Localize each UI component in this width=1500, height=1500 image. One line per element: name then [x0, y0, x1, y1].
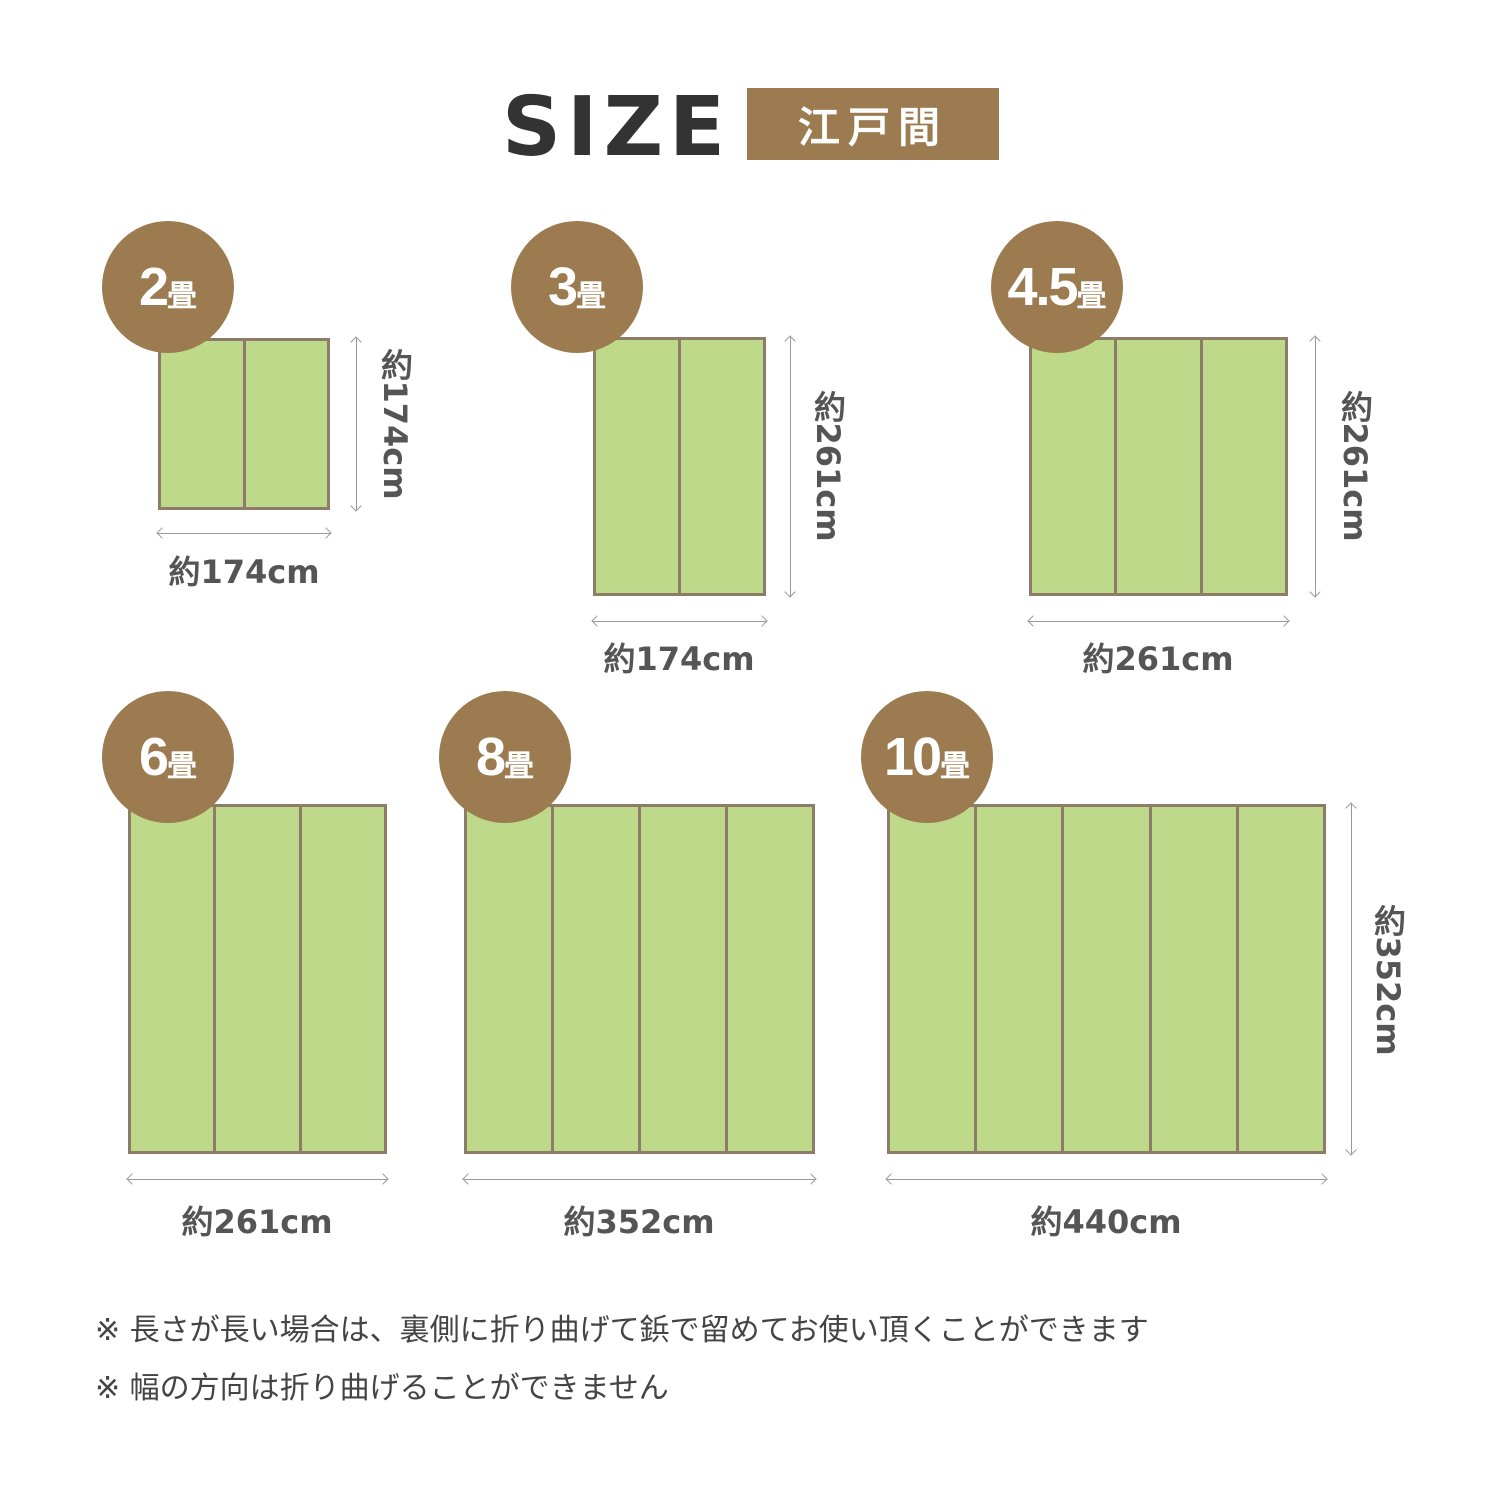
size-number: 6 — [138, 727, 169, 787]
tatami-mat — [593, 337, 766, 596]
tatami-panel — [728, 807, 812, 1151]
height-label: 約174cm — [376, 348, 414, 500]
tatami-panel — [161, 341, 246, 507]
tatami-panel — [641, 807, 728, 1151]
tatami-panel — [1152, 807, 1239, 1151]
width-label: 約174cm — [168, 553, 320, 591]
tatami-mat — [887, 804, 1326, 1154]
width-label: 約261cm — [1082, 640, 1234, 678]
size-badge: 4.5 畳 — [991, 221, 1123, 353]
size-unit: 畳 — [940, 749, 971, 784]
height-label: 約261cm — [1336, 390, 1374, 542]
height-label: 約352cm — [1369, 904, 1407, 1056]
size-number: 8 — [475, 727, 506, 787]
size-number: 4.5 — [1007, 257, 1078, 317]
tatami-panel — [1239, 807, 1323, 1151]
size-title: SIZE — [502, 80, 732, 175]
size-badge: 10 畳 — [861, 691, 993, 823]
width-arrow — [128, 1179, 387, 1180]
note-1: ※ 長さが長い場合は、裏側に折り曲げて鋲で留めてお使い頂くことができます — [95, 1313, 1149, 1348]
size-number: 2 — [138, 257, 169, 317]
width-arrow — [593, 621, 766, 622]
edoma-badge: 江戸間 — [747, 88, 999, 160]
width-arrow — [464, 1179, 815, 1180]
width-arrow — [887, 1179, 1326, 1180]
tatami-panel — [681, 340, 763, 593]
tatami-mat — [1029, 337, 1288, 596]
width-label: 約440cm — [1030, 1203, 1182, 1241]
width-label: 約174cm — [603, 640, 755, 678]
width-label: 約352cm — [563, 1203, 715, 1241]
tatami-mat — [158, 338, 330, 510]
width-label: 約261cm — [181, 1203, 333, 1241]
height-arrow — [790, 337, 791, 596]
size-number: 3 — [547, 257, 578, 317]
tatami-mat — [464, 804, 815, 1154]
tatami-mat — [128, 804, 387, 1154]
height-arrow — [1351, 804, 1352, 1154]
tatami-panel — [890, 807, 978, 1151]
size-unit: 畳 — [167, 749, 198, 784]
tatami-panel — [302, 807, 384, 1151]
tatami-panel — [977, 807, 1065, 1151]
tatami-panel — [596, 340, 681, 593]
size-unit: 畳 — [576, 279, 607, 314]
size-unit: 畳 — [167, 279, 198, 314]
tatami-panel — [554, 807, 641, 1151]
size-number: 10 — [883, 727, 942, 787]
size-unit: 畳 — [1076, 279, 1107, 314]
tatami-panel — [1032, 340, 1118, 593]
tatami-panel — [1203, 340, 1285, 593]
width-arrow — [1029, 621, 1288, 622]
height-arrow — [1315, 337, 1316, 596]
size-unit: 畳 — [504, 749, 535, 784]
height-arrow — [356, 338, 357, 510]
width-arrow — [158, 533, 330, 534]
tatami-panel — [467, 807, 554, 1151]
height-label: 約261cm — [809, 390, 847, 542]
note-2: ※ 幅の方向は折り曲げることができません — [95, 1371, 669, 1406]
tatami-panel — [246, 341, 328, 507]
tatami-panel — [1117, 340, 1203, 593]
tatami-panel — [1064, 807, 1152, 1151]
tatami-panel — [216, 807, 302, 1151]
tatami-panel — [131, 807, 217, 1151]
